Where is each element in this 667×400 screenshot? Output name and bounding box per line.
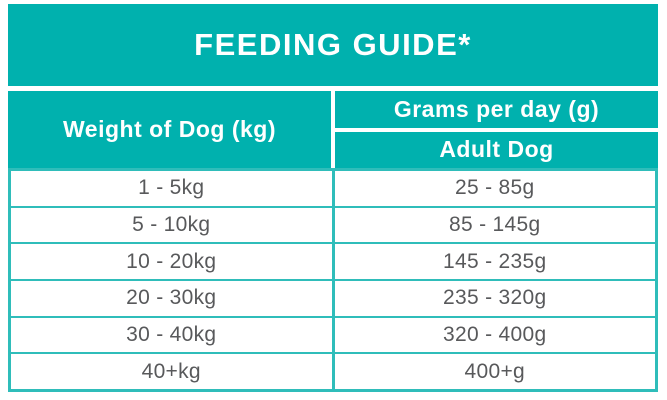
grams-value: 235 - 320g bbox=[443, 286, 547, 310]
table-body: 1 - 5kg 25 - 85g 5 - 10kg 85 - 145g 10 -… bbox=[8, 168, 658, 392]
weight-value: 1 - 5kg bbox=[11, 171, 335, 206]
table-row: 5 - 10kg 85 - 145g bbox=[11, 207, 655, 245]
grams-value: 145 - 235g bbox=[443, 249, 547, 273]
table-row: 20 - 30kg 235 - 320g bbox=[11, 281, 655, 318]
table-header: Weight of Dog (kg) Grams per day (g) Adu… bbox=[8, 91, 658, 168]
table-row: 1 - 5kg 25 - 85g bbox=[11, 171, 655, 208]
grams-value: 85 - 145g bbox=[449, 213, 541, 236]
header-grams-per-day: Grams per day (g) bbox=[335, 91, 658, 128]
weight-value: 30 - 40kg bbox=[11, 317, 335, 353]
header-grams-label: Grams per day (g) bbox=[393, 95, 600, 122]
header-weight-of-dog: Weight of Dog (kg) bbox=[8, 91, 331, 168]
table-row: 30 - 40kg 320 - 400g bbox=[11, 317, 655, 355]
feeding-guide-table: FEEDING GUIDE* Weight of Dog (kg) Grams … bbox=[8, 4, 658, 392]
table-title-bar: FEEDING GUIDE* bbox=[8, 4, 658, 86]
grams-value: 25 - 85g bbox=[455, 176, 535, 200]
header-grams-group: Grams per day (g) Adult Dog bbox=[335, 91, 658, 168]
weight-value: 5 - 10kg bbox=[11, 207, 335, 243]
header-weight-label: Weight of Dog (kg) bbox=[63, 116, 276, 142]
table-title: FEEDING GUIDE* bbox=[194, 27, 472, 62]
table-row: 40+kg 400+g bbox=[11, 354, 655, 390]
header-adult-dog: Adult Dog bbox=[335, 131, 658, 168]
table-row: 10 - 20kg 145 - 235g bbox=[11, 244, 655, 282]
weight-value: 40+kg bbox=[11, 354, 335, 390]
weight-value: 10 - 20kg bbox=[11, 244, 335, 280]
grams-value: 400+g bbox=[464, 359, 525, 383]
header-adult-dog-label: Adult Dog bbox=[439, 136, 554, 163]
weight-value: 20 - 30kg bbox=[11, 281, 335, 316]
title-header-divider bbox=[8, 86, 658, 91]
grams-value: 320 - 400g bbox=[443, 323, 547, 347]
